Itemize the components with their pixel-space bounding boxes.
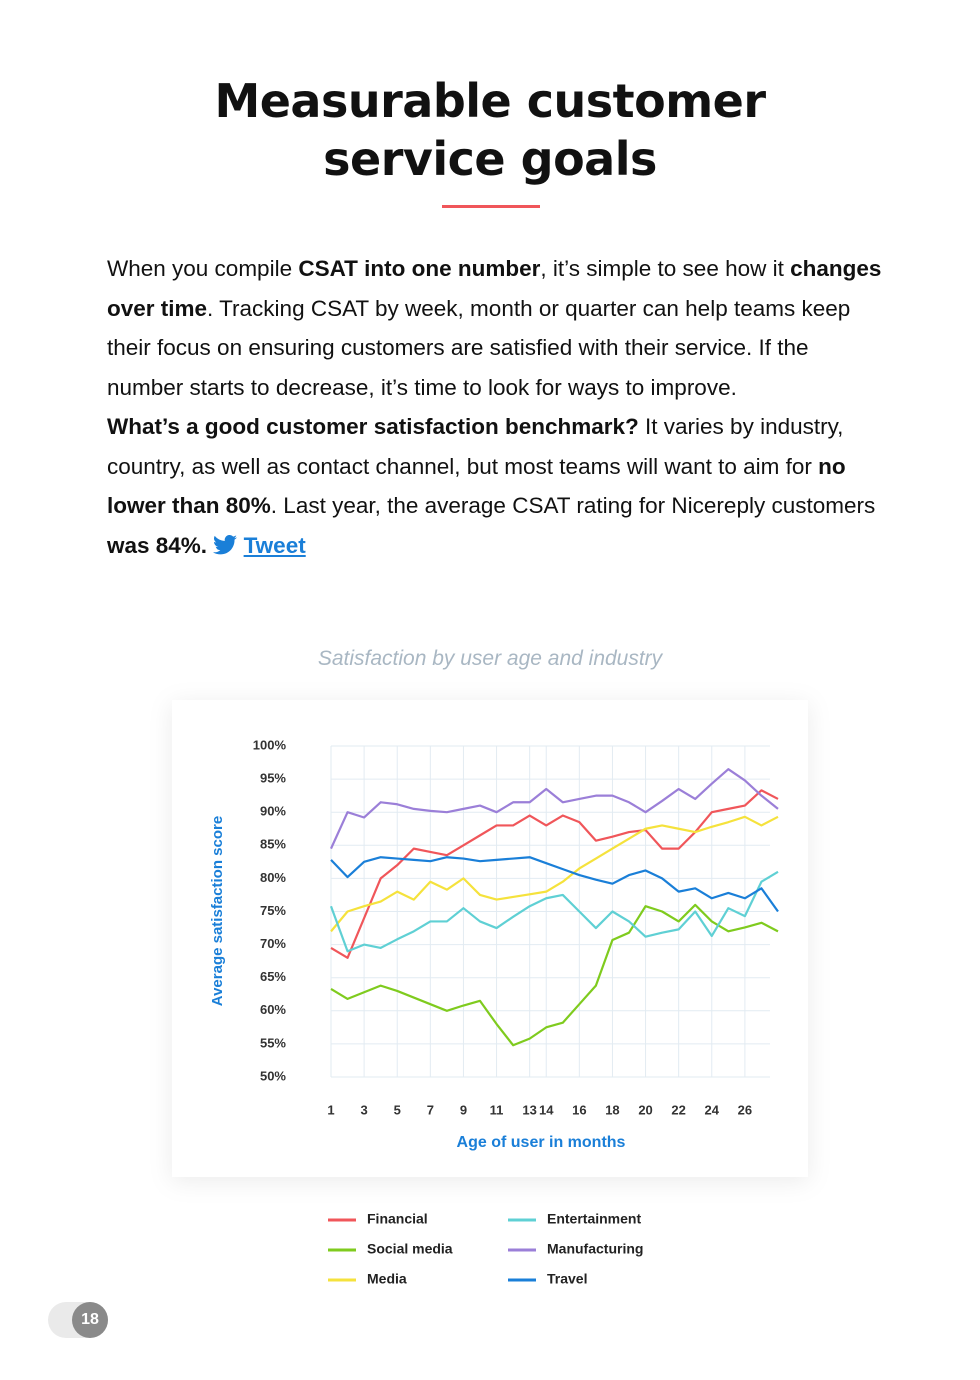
- legend-label: Travel: [547, 1271, 587, 1287]
- text-run: changes over time: [107, 256, 882, 321]
- title-line: service goals: [323, 132, 657, 186]
- text-run: CSAT into one number: [298, 256, 541, 281]
- text-run: . Last year, the average CSAT rating for…: [270, 493, 876, 518]
- y-tick-label: 90%: [260, 804, 286, 819]
- legend-label: Media: [367, 1271, 407, 1287]
- paragraph: What’s a good customer satisfaction benc…: [107, 407, 882, 565]
- chart-caption: Satisfaction by user age and industry: [317, 647, 663, 670]
- x-axis-label: Age of user in months: [457, 1134, 626, 1151]
- x-tick-label: 24: [705, 1102, 720, 1117]
- legend-label: Social media: [367, 1241, 453, 1257]
- x-tick-label: 22: [671, 1102, 685, 1117]
- text-run: It varies by industry, country, as well …: [107, 414, 844, 479]
- legend-label: Entertainment: [547, 1211, 641, 1227]
- y-axis-label: Average satisfaction score: [209, 816, 226, 1006]
- y-tick-label: 65%: [260, 969, 286, 984]
- tweet-link[interactable]: Tweet: [243, 532, 306, 558]
- x-tick-label: 20: [638, 1102, 652, 1117]
- page-number: 18: [72, 1302, 108, 1338]
- text-run: was 84%.: [107, 532, 208, 558]
- series-line: [329, 870, 779, 953]
- x-tick-label: 1: [327, 1102, 334, 1117]
- y-tick-label: 80%: [260, 870, 286, 885]
- x-tick-label: 11: [490, 1102, 504, 1117]
- tweet-icon[interactable]: [213, 534, 238, 555]
- x-tick-label: 13: [522, 1102, 536, 1117]
- body-text: When you compile CSAT into one number, i…: [107, 249, 882, 565]
- x-tick-label: 3: [360, 1102, 367, 1117]
- series-line: [330, 903, 779, 1047]
- text-run: When you compile: [107, 256, 299, 281]
- series-line: [330, 789, 779, 959]
- text-run: , it’s simple to see how it: [540, 256, 791, 281]
- text-run: . Tracking CSAT by week, month or quarte…: [107, 295, 851, 400]
- title: Measurable customer service goals: [0, 72, 980, 188]
- series-line: [330, 856, 779, 913]
- series-line: [329, 768, 779, 850]
- y-tick-label: 50%: [260, 1068, 286, 1083]
- legend-label: Financial: [367, 1211, 428, 1227]
- x-tick-label: 9: [460, 1102, 467, 1117]
- y-tick-label: 85%: [260, 837, 286, 852]
- page-number-pill: 18: [48, 1302, 108, 1338]
- title-line: Measurable customer: [214, 74, 766, 128]
- paragraph: When you compile CSAT into one number, i…: [107, 249, 882, 407]
- text-run: no lower than 80%: [107, 453, 846, 519]
- text-run: What’s a good customer satisfaction benc…: [107, 414, 639, 439]
- x-tick-label: 16: [572, 1102, 586, 1117]
- y-tick-label: 100%: [253, 737, 287, 752]
- y-tick-label: 70%: [260, 936, 286, 951]
- y-tick-label: 75%: [260, 903, 286, 918]
- y-tick-label: 55%: [260, 1035, 286, 1050]
- x-tick-label: 14: [539, 1102, 554, 1117]
- title-rule: [442, 205, 540, 208]
- x-tick-label: 5: [394, 1102, 401, 1117]
- legend-label: Manufacturing: [547, 1241, 643, 1257]
- series-line: [330, 815, 779, 933]
- x-tick-label: 18: [605, 1102, 619, 1117]
- y-tick-label: 95%: [260, 771, 286, 786]
- y-tick-label: 60%: [260, 1002, 286, 1017]
- x-tick-label: 26: [738, 1102, 752, 1117]
- x-tick-label: 7: [427, 1102, 434, 1117]
